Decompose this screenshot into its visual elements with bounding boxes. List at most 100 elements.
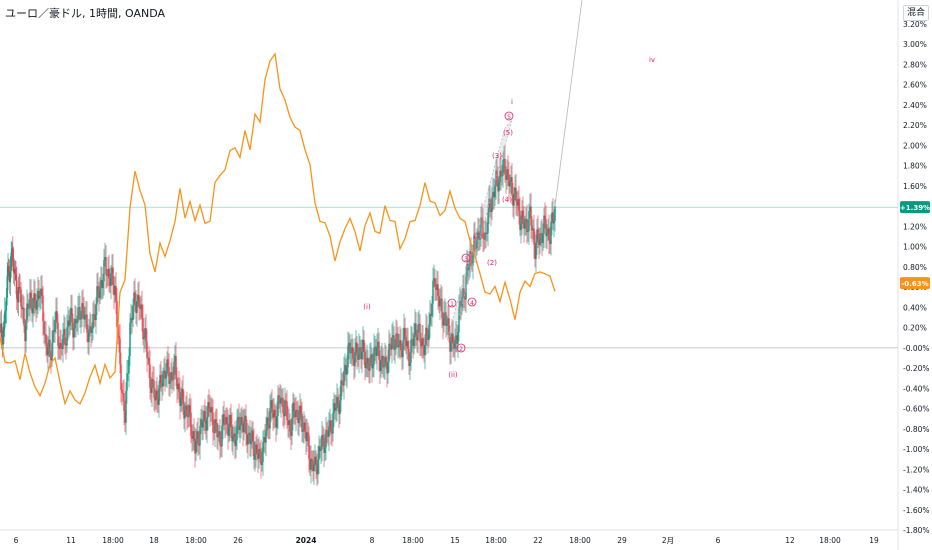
candle-body <box>464 298 466 300</box>
candle-body <box>430 314 432 316</box>
candle-body <box>362 339 364 352</box>
candle-body <box>177 383 179 390</box>
candle-body <box>135 301 137 314</box>
candle-body <box>3 327 5 330</box>
candle-body <box>215 419 217 423</box>
candle-body <box>233 433 235 437</box>
candle-body <box>261 461 263 466</box>
candle-body <box>359 347 361 349</box>
y-tick-label: 0.40% <box>903 303 927 312</box>
candle-body <box>72 322 74 338</box>
candle-body <box>412 339 414 347</box>
candle-body <box>62 334 64 350</box>
candle-body <box>156 390 158 399</box>
candle-body <box>245 415 247 434</box>
candle-body <box>49 339 51 357</box>
candle-body <box>546 233 548 237</box>
candle-body <box>36 300 38 310</box>
candle-body <box>544 215 546 220</box>
candle-body <box>504 159 506 176</box>
candle-body <box>180 397 182 407</box>
candle-body <box>295 409 297 418</box>
candle-body <box>483 238 485 240</box>
candle-body <box>520 223 522 230</box>
candle-body <box>241 416 243 424</box>
candle-body <box>39 295 41 299</box>
candle-body <box>286 401 288 421</box>
candle-body <box>238 416 240 431</box>
candle-body <box>405 336 407 347</box>
candle-body <box>174 356 176 362</box>
candle-body <box>458 307 460 333</box>
candle-body <box>263 437 265 442</box>
candle-body <box>317 459 319 475</box>
candle-body <box>13 268 16 273</box>
candle-body <box>251 430 253 441</box>
candle-body <box>176 379 178 390</box>
candle-body <box>45 334 47 344</box>
candle-body <box>542 234 544 244</box>
candle-body <box>26 303 28 321</box>
candle-body <box>309 458 311 470</box>
candle-body <box>536 229 538 243</box>
candle-body <box>419 323 421 342</box>
x-tick-label: 22 <box>533 536 543 545</box>
candle-body <box>236 419 238 441</box>
candle-body <box>202 422 204 428</box>
candle-body <box>65 344 67 346</box>
candle-body <box>417 324 419 341</box>
wave-label: (1) <box>473 232 483 240</box>
candle-body <box>56 311 58 323</box>
candle-body <box>341 380 343 384</box>
candle-body <box>477 231 479 238</box>
wave-marker-circle <box>467 297 477 307</box>
candle-body <box>81 303 83 319</box>
candle-body <box>178 383 180 392</box>
x-tick-label: 6 <box>716 536 721 545</box>
candle-body <box>345 364 347 375</box>
candle-body <box>545 219 547 237</box>
candle-body <box>89 326 91 330</box>
candle-body <box>519 210 521 230</box>
wave-channel <box>446 119 513 341</box>
candle-body <box>27 303 29 309</box>
candle-body <box>137 295 139 302</box>
compare-line <box>0 52 556 406</box>
candle-body <box>179 391 181 407</box>
candle-body <box>323 437 325 453</box>
candle-body <box>114 286 116 296</box>
candle-body <box>277 395 279 416</box>
candle-body <box>30 292 32 299</box>
candle-body <box>521 210 523 224</box>
chart-title: ユーロ／豪ドル, 1時間, OANDA <box>5 7 166 20</box>
candle-body <box>531 225 533 231</box>
candle-body <box>201 419 203 428</box>
candle-body <box>216 422 218 438</box>
x-tick-label: 2024 <box>296 536 317 545</box>
candle-body <box>440 298 442 300</box>
candle-body <box>28 307 30 309</box>
candle-body <box>281 397 283 399</box>
candle-body <box>532 228 534 231</box>
scale-mode-button[interactable]: 混合 <box>903 5 930 21</box>
candle-body <box>310 458 312 470</box>
candle-body <box>209 408 211 413</box>
candle-body <box>11 248 13 253</box>
candle-body <box>115 286 117 302</box>
candle-body <box>415 323 417 337</box>
candle-body <box>484 232 486 240</box>
candle-body <box>82 303 84 308</box>
candle-body <box>108 268 110 279</box>
candle-body <box>523 218 525 229</box>
candle-body <box>416 336 418 341</box>
candle-body <box>128 356 130 374</box>
candle-body <box>365 363 367 369</box>
candle-body <box>116 301 118 327</box>
y-tick-label: 2.20% <box>903 121 927 130</box>
time-axis[interactable]: 6 11 18:00 18 18:00 26 2024 8 18:00 15 18:00 22 18:0… <box>14 536 879 545</box>
candle-body <box>192 431 194 439</box>
candle-body <box>505 175 507 180</box>
candle-body <box>153 380 155 398</box>
